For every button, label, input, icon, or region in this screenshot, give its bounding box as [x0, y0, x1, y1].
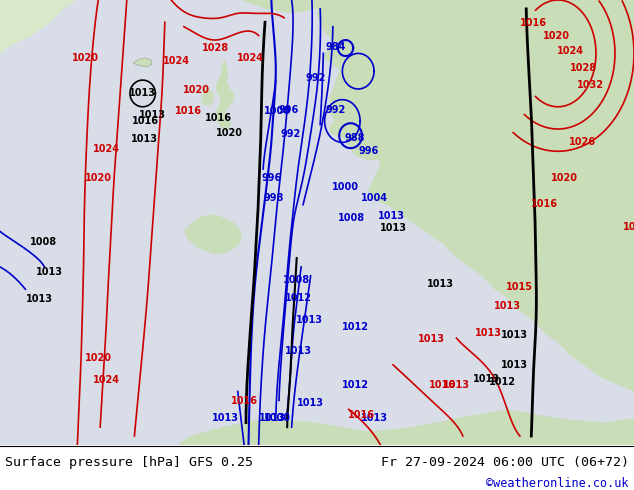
Text: 1020: 1020	[551, 173, 578, 183]
Text: 1013: 1013	[501, 360, 528, 370]
Text: 1012: 1012	[342, 322, 368, 332]
Text: 1013: 1013	[475, 328, 501, 338]
Text: 996: 996	[278, 105, 299, 115]
Text: 1013: 1013	[378, 211, 405, 221]
Text: 1016: 1016	[205, 113, 232, 123]
Text: 1028: 1028	[570, 63, 597, 73]
Text: 1012: 1012	[285, 293, 311, 303]
Text: 1020: 1020	[85, 173, 112, 183]
Text: 1020: 1020	[85, 353, 112, 363]
Text: 1008: 1008	[283, 275, 310, 285]
Text: 1016: 1016	[231, 396, 257, 406]
Text: 1013: 1013	[129, 88, 156, 98]
Polygon shape	[241, 0, 634, 392]
Text: 1013: 1013	[443, 380, 470, 390]
Text: 992: 992	[306, 73, 326, 83]
Text: 1013: 1013	[36, 267, 63, 277]
Text: ©weatheronline.co.uk: ©weatheronline.co.uk	[486, 477, 629, 490]
Text: 1008: 1008	[339, 213, 365, 223]
Text: 1024: 1024	[93, 144, 120, 154]
Text: 1013: 1013	[139, 110, 165, 120]
Text: 1016: 1016	[531, 199, 557, 209]
Text: 1013: 1013	[26, 294, 53, 304]
Text: 1016: 1016	[429, 380, 456, 390]
Text: 1013: 1013	[285, 346, 311, 357]
Text: 102: 102	[623, 222, 634, 232]
Text: 1020: 1020	[183, 85, 210, 95]
Text: 1013: 1013	[361, 413, 387, 423]
Text: 998: 998	[264, 193, 284, 203]
Text: 1000: 1000	[332, 182, 359, 192]
Text: 1024: 1024	[93, 375, 120, 386]
Polygon shape	[216, 60, 235, 131]
Text: 1016: 1016	[176, 106, 202, 116]
Text: 1013: 1013	[380, 223, 406, 233]
Text: 992: 992	[326, 105, 346, 115]
Text: 1013: 1013	[131, 134, 158, 144]
Text: 1013: 1013	[259, 413, 286, 423]
Text: 1013: 1013	[297, 398, 324, 408]
Polygon shape	[133, 58, 152, 67]
Polygon shape	[184, 215, 242, 254]
Text: 1012: 1012	[489, 377, 515, 387]
Text: 1013: 1013	[296, 316, 323, 325]
Text: 1013: 1013	[474, 374, 500, 384]
Text: 1016: 1016	[521, 18, 547, 28]
Text: 1013: 1013	[494, 301, 521, 311]
Text: 1008: 1008	[30, 238, 56, 247]
Polygon shape	[202, 89, 214, 106]
Text: 988: 988	[345, 133, 365, 143]
Text: 1008: 1008	[264, 106, 291, 116]
Text: 1004: 1004	[361, 193, 387, 203]
Polygon shape	[178, 409, 634, 445]
Polygon shape	[0, 0, 76, 53]
Text: 984: 984	[326, 42, 346, 52]
Text: 992: 992	[280, 129, 301, 139]
Text: 1015: 1015	[507, 282, 533, 292]
Text: 1028: 1028	[202, 43, 229, 53]
Text: Surface pressure [hPa] GFS 0.25: Surface pressure [hPa] GFS 0.25	[5, 456, 253, 468]
Text: 1032: 1032	[578, 80, 604, 91]
Text: 1020: 1020	[543, 30, 570, 41]
Text: 1024: 1024	[237, 53, 264, 63]
Text: Fr 27-09-2024 06:00 UTC (06+72): Fr 27-09-2024 06:00 UTC (06+72)	[381, 456, 629, 468]
Text: 1024: 1024	[163, 56, 190, 67]
Text: 1013: 1013	[501, 330, 528, 340]
Text: 1026: 1026	[569, 137, 595, 147]
Text: 1012: 1012	[342, 380, 368, 390]
Text: 1020: 1020	[216, 128, 243, 139]
Text: 1020: 1020	[72, 53, 99, 63]
Text: 996: 996	[359, 147, 379, 156]
Text: 1013: 1013	[418, 334, 444, 344]
Text: 1016: 1016	[133, 116, 159, 126]
Text: 1013: 1013	[212, 413, 238, 423]
Text: 1013: 1013	[427, 279, 453, 289]
Text: 996: 996	[261, 173, 281, 183]
Text: 1000: 1000	[264, 413, 291, 423]
Text: 1024: 1024	[557, 46, 584, 56]
Text: 1016: 1016	[348, 410, 375, 419]
Polygon shape	[456, 0, 634, 67]
Polygon shape	[317, 0, 450, 160]
